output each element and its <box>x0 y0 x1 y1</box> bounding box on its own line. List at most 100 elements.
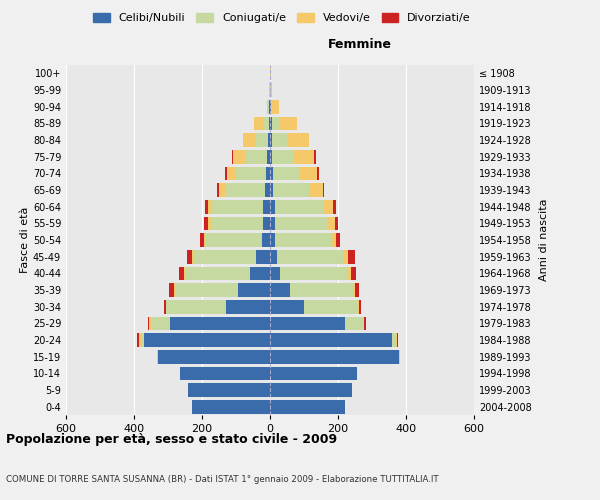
Bar <box>157 350 158 364</box>
Bar <box>270 100 271 114</box>
Bar <box>212 200 263 213</box>
Bar <box>263 200 270 213</box>
Bar <box>192 250 193 264</box>
Bar <box>323 183 325 197</box>
Text: Femmine: Femmine <box>328 38 392 51</box>
Bar <box>205 200 208 213</box>
Bar <box>262 233 270 247</box>
Bar <box>270 116 272 130</box>
Bar <box>250 266 270 280</box>
Bar <box>144 333 270 347</box>
Bar <box>270 300 304 314</box>
Bar <box>300 166 317 180</box>
Bar <box>290 283 353 297</box>
Bar <box>219 183 226 197</box>
Text: COMUNE DI TORRE SANTA SUSANNA (BR) - Dati ISTAT 1° gennaio 2009 - Elaborazione T: COMUNE DI TORRE SANTA SUSANNA (BR) - Dat… <box>6 476 439 484</box>
Bar <box>265 183 270 197</box>
Bar <box>208 200 212 213</box>
Bar <box>273 166 300 180</box>
Bar <box>272 100 278 114</box>
Bar <box>355 283 359 297</box>
Bar <box>188 383 270 397</box>
Bar <box>164 300 166 314</box>
Bar <box>272 150 294 164</box>
Bar <box>256 250 270 264</box>
Bar <box>169 283 174 297</box>
Bar <box>270 366 356 380</box>
Bar <box>180 366 270 380</box>
Bar <box>270 283 290 297</box>
Bar <box>187 250 192 264</box>
Bar <box>245 150 267 164</box>
Bar <box>270 133 272 147</box>
Bar <box>399 350 400 364</box>
Bar <box>348 266 351 280</box>
Legend: Celibi/Nubili, Coniugati/e, Vedovi/e, Divorziati/e: Celibi/Nubili, Coniugati/e, Vedovi/e, Di… <box>89 8 475 28</box>
Bar <box>268 133 270 147</box>
Bar <box>353 283 355 297</box>
Bar <box>337 233 340 247</box>
Bar <box>243 133 254 147</box>
Bar <box>397 333 398 347</box>
Bar <box>271 100 272 114</box>
Bar <box>254 116 263 130</box>
Bar <box>271 83 272 97</box>
Bar <box>192 400 270 413</box>
Bar <box>270 316 345 330</box>
Bar <box>148 316 149 330</box>
Bar <box>175 283 238 297</box>
Bar <box>227 166 235 180</box>
Bar <box>275 216 328 230</box>
Bar <box>392 333 397 347</box>
Bar <box>333 200 336 213</box>
Bar <box>268 100 269 114</box>
Bar <box>274 183 309 197</box>
Bar <box>270 266 280 280</box>
Bar <box>270 233 275 247</box>
Bar <box>205 233 262 247</box>
Bar <box>351 266 356 280</box>
Y-axis label: Fasce di età: Fasce di età <box>20 207 30 273</box>
Bar <box>232 150 233 164</box>
Bar <box>304 300 358 314</box>
Bar <box>233 150 245 164</box>
Bar <box>272 116 278 130</box>
Bar <box>270 250 277 264</box>
Bar <box>275 200 325 213</box>
Bar <box>158 350 270 364</box>
Bar <box>345 316 364 330</box>
Bar <box>211 216 263 230</box>
Bar <box>280 266 348 280</box>
Bar <box>266 166 270 180</box>
Bar <box>235 166 266 180</box>
Bar <box>287 133 309 147</box>
Bar <box>184 266 185 280</box>
Bar <box>270 200 275 213</box>
Bar <box>226 300 270 314</box>
Bar <box>270 166 273 180</box>
Bar <box>294 150 314 164</box>
Bar <box>263 216 270 230</box>
Bar <box>204 233 205 247</box>
Bar <box>270 400 345 413</box>
Bar <box>275 233 331 247</box>
Bar <box>208 216 211 230</box>
Bar <box>141 333 144 347</box>
Bar <box>359 300 361 314</box>
Y-axis label: Anni di nascita: Anni di nascita <box>539 198 548 281</box>
Bar <box>348 250 355 264</box>
Bar <box>149 316 151 330</box>
Bar <box>277 250 343 264</box>
Bar <box>364 316 366 330</box>
Bar <box>270 216 275 230</box>
Bar <box>343 250 348 264</box>
Bar <box>255 133 268 147</box>
Bar <box>174 283 175 297</box>
Bar <box>179 266 184 280</box>
Bar <box>270 183 274 197</box>
Bar <box>270 350 399 364</box>
Bar <box>317 166 319 180</box>
Bar <box>151 316 170 330</box>
Bar <box>225 166 227 180</box>
Bar <box>226 183 265 197</box>
